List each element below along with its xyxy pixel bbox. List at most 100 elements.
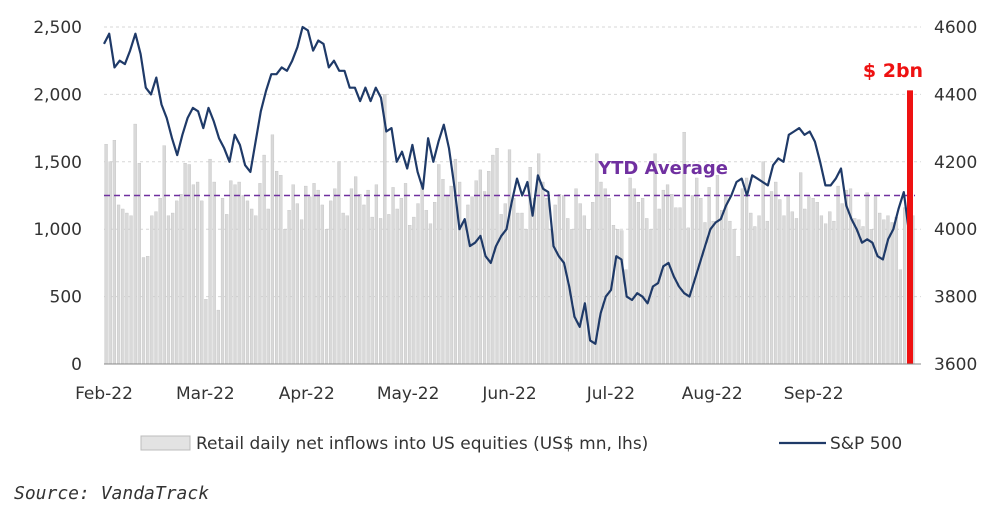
inflow-bar bbox=[449, 185, 453, 365]
left-axis-tick-label: 1,000 bbox=[33, 220, 82, 240]
inflow-bar bbox=[420, 181, 424, 365]
inflow-bar bbox=[237, 181, 241, 365]
inflow-bar bbox=[162, 145, 166, 365]
inflow-bar bbox=[378, 218, 383, 365]
inflow-bar bbox=[516, 212, 520, 365]
legend: Retail daily net inflows into US equitie… bbox=[140, 434, 902, 454]
inflow-bar bbox=[557, 194, 562, 365]
inflow-bar bbox=[861, 226, 865, 365]
inflow-bar bbox=[732, 229, 736, 365]
inflow-bar bbox=[374, 184, 379, 365]
inflow-bar bbox=[129, 215, 133, 365]
inflow-bar bbox=[287, 210, 291, 365]
inflow-bar bbox=[632, 188, 636, 365]
inflow-bar bbox=[711, 220, 715, 365]
inflow-bar bbox=[869, 229, 873, 365]
inflow-bar bbox=[457, 181, 462, 365]
inflow-bar bbox=[470, 196, 474, 365]
inflow-bar bbox=[782, 215, 786, 365]
inflow-bar bbox=[794, 218, 799, 365]
right-axis-tick-label: 4600 bbox=[934, 18, 977, 38]
inflow-bar bbox=[828, 211, 832, 365]
inflow-bar bbox=[233, 184, 237, 365]
right-axis-ticks: 3600 3800 4000 4200 4400 4600 bbox=[934, 18, 977, 375]
inflow-bar bbox=[146, 256, 150, 365]
inflow-bar bbox=[179, 194, 183, 365]
inflow-bar bbox=[707, 187, 711, 365]
inflow-bar bbox=[603, 188, 607, 365]
inflow-bar bbox=[274, 171, 279, 365]
inflow-bar bbox=[482, 191, 487, 365]
inflow-bar bbox=[670, 194, 674, 365]
inflow-bar bbox=[254, 215, 258, 365]
inflow-bar bbox=[819, 215, 824, 365]
inflow-bar bbox=[574, 188, 578, 365]
inflow-bar bbox=[403, 183, 408, 365]
inflow-bar bbox=[873, 196, 878, 365]
inflow-bar bbox=[337, 161, 341, 365]
x-axis-tick-label: Sep-22 bbox=[784, 384, 844, 404]
inflow-bar bbox=[757, 215, 761, 365]
legend-label-inflows: Retail daily net inflows into US equitie… bbox=[196, 434, 648, 454]
inflow-bar bbox=[582, 215, 586, 365]
inflow-bar bbox=[220, 198, 225, 365]
inflow-bar bbox=[769, 191, 774, 365]
inflow-bar bbox=[370, 216, 374, 365]
inflow-bar bbox=[104, 144, 108, 365]
inflow-bar bbox=[902, 207, 907, 365]
ytd-average-label: YTD Average bbox=[597, 158, 728, 179]
inflow-bar bbox=[520, 212, 524, 365]
inflow-bar bbox=[740, 188, 745, 365]
inflow-bar bbox=[320, 204, 324, 365]
inflow-bar bbox=[807, 196, 811, 365]
inflow-bar bbox=[354, 176, 358, 365]
left-axis-tick-label: 0 bbox=[71, 355, 82, 375]
inflow-bar bbox=[524, 229, 528, 365]
inflow-bar bbox=[412, 216, 416, 365]
inflow-bar bbox=[362, 204, 366, 365]
inflow-bar bbox=[744, 177, 749, 365]
legend-label-sp500: S&P 500 bbox=[830, 434, 902, 454]
x-axis-tick-label: Aug-22 bbox=[682, 384, 743, 404]
inflow-bar bbox=[183, 162, 187, 365]
inflow-bar bbox=[865, 192, 869, 365]
inflow-bar bbox=[125, 212, 129, 365]
x-axis-tick-label: Mar-22 bbox=[176, 384, 235, 404]
inflow-bar bbox=[728, 220, 732, 365]
source-note: Source: VandaTrack bbox=[14, 483, 210, 504]
inflow-bar bbox=[890, 222, 894, 365]
inflow-bar bbox=[640, 198, 645, 365]
inflow-bar bbox=[815, 202, 819, 365]
inflow-bar bbox=[208, 158, 212, 365]
left-axis-tick-label: 1,500 bbox=[33, 153, 82, 173]
inflow-bar bbox=[736, 256, 740, 365]
inflow-bar bbox=[715, 175, 720, 365]
inflow-bar bbox=[175, 200, 179, 365]
inflow-bar bbox=[616, 229, 620, 365]
inflow-bar bbox=[591, 202, 595, 365]
right-axis-tick-label: 4200 bbox=[934, 153, 977, 173]
sp500-line bbox=[103, 25, 911, 345]
inflow-bar bbox=[333, 188, 337, 365]
inflow-bar bbox=[878, 212, 882, 365]
right-axis-tick-label: 4400 bbox=[934, 85, 977, 105]
inflow-bar bbox=[387, 214, 391, 365]
inflow-bar bbox=[366, 189, 370, 365]
marker-label: $ 2bn bbox=[863, 60, 923, 82]
inflow-bar bbox=[661, 189, 665, 365]
inflow-bar bbox=[312, 183, 316, 365]
inflow-bar bbox=[620, 230, 624, 365]
inflow-bar bbox=[428, 223, 433, 365]
inflow-bar bbox=[279, 175, 283, 365]
inflow-bar bbox=[245, 200, 250, 365]
x-axis-ticks: Feb-22 Mar-22 Apr-22 May-22 Jun-22 Jul-22 Aug-… bbox=[75, 384, 843, 404]
inflow-bar bbox=[844, 189, 848, 365]
inflow-bar bbox=[441, 179, 445, 365]
inflow-bar bbox=[811, 198, 815, 365]
inflow-bar bbox=[832, 220, 836, 365]
inflow-bars bbox=[104, 94, 915, 365]
inflow-bar bbox=[674, 207, 678, 365]
inflow-bar bbox=[191, 184, 196, 365]
inflow-bar bbox=[545, 198, 549, 365]
